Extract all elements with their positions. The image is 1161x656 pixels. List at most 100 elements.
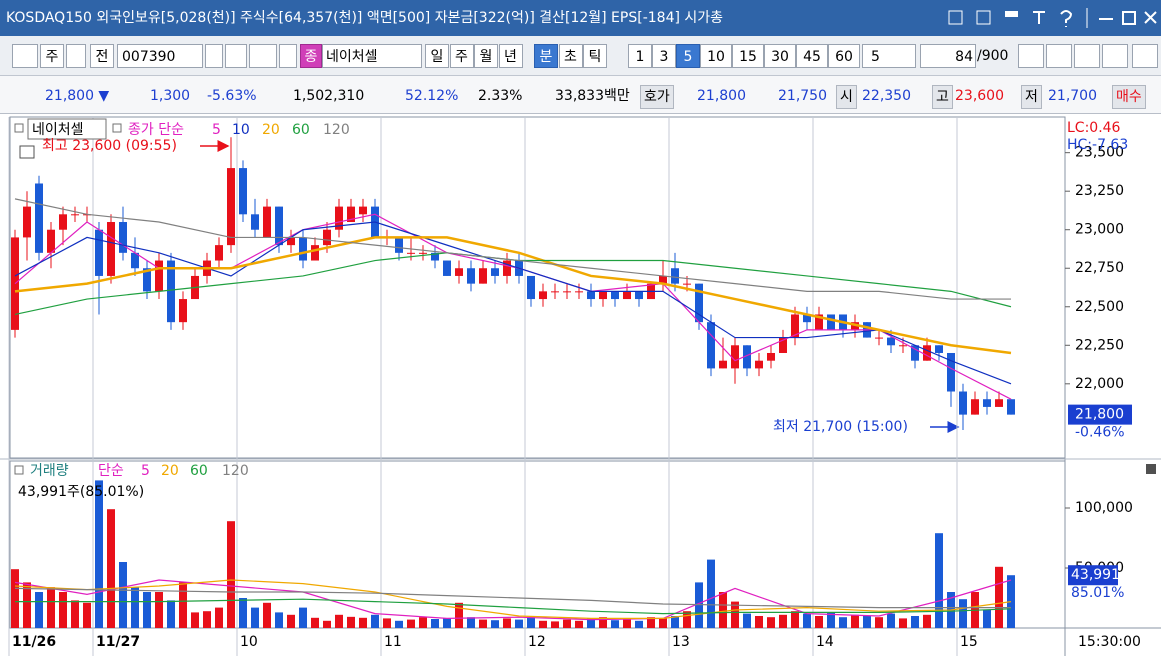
candle-body — [707, 322, 715, 369]
interval-button[interactable]: 1 — [628, 44, 652, 68]
legend-icon — [14, 123, 24, 133]
volume-bar — [239, 598, 247, 628]
volume-bar — [623, 619, 631, 628]
tool-icon[interactable] — [1102, 44, 1128, 68]
volume-bar — [491, 620, 499, 628]
period-button[interactable]: 틱 — [583, 44, 607, 68]
dropdown[interactable] — [205, 44, 223, 68]
candle-body — [971, 399, 979, 415]
volume-bar — [203, 611, 211, 628]
stock-name[interactable]: 네이처셀 — [322, 44, 422, 68]
period-button[interactable]: 일 — [425, 44, 449, 68]
candle-body — [503, 260, 511, 276]
tool-icon[interactable] — [1046, 44, 1072, 68]
candle-body — [947, 352, 955, 392]
icon[interactable] — [1033, 11, 1045, 24]
interval-button[interactable]: 60 — [828, 44, 860, 68]
y-tick-label: 23,250 — [1075, 183, 1124, 199]
icon[interactable] — [948, 10, 963, 25]
candle-body — [407, 252, 415, 254]
volume-bar — [179, 582, 187, 628]
moving-average — [14, 587, 1011, 609]
legend-entry: 5 — [141, 463, 150, 479]
volume-bar — [215, 607, 223, 628]
tool-icon[interactable] — [1074, 44, 1100, 68]
period-button[interactable]: 초 — [558, 44, 583, 68]
last-volume-box — [1068, 565, 1118, 586]
volume-bar — [35, 592, 43, 628]
interval-select[interactable]: 5 — [862, 44, 916, 68]
candle-body — [431, 252, 439, 261]
code-input[interactable]: 007390 — [117, 44, 203, 68]
volume-bar — [143, 592, 151, 628]
label-box: 저 — [1021, 85, 1042, 109]
volume-bar — [743, 613, 751, 628]
candle-body — [659, 275, 667, 284]
legend-name: 거래량 — [30, 463, 69, 479]
volume-bar — [407, 619, 415, 628]
candle-body — [719, 360, 727, 369]
volume-note: 43,991주(85.01%) — [18, 484, 144, 500]
candle-body — [959, 391, 967, 415]
volume-bar — [359, 617, 367, 628]
volume-bar — [899, 618, 907, 628]
count-input[interactable]: 84 — [920, 44, 976, 68]
volume-bar — [527, 617, 535, 628]
volume-bar — [575, 620, 583, 628]
view-button[interactable]: 주 — [40, 44, 64, 68]
volume-bar — [635, 620, 643, 628]
market-badge[interactable]: 종 — [300, 44, 322, 68]
maximize[interactable] — [1122, 11, 1136, 25]
interval-button[interactable]: 30 — [764, 44, 796, 68]
label-box[interactable]: 매수 — [1112, 85, 1146, 109]
icon[interactable] — [976, 10, 991, 25]
volume-bar — [683, 611, 691, 628]
dropdown[interactable] — [279, 44, 297, 68]
period-button[interactable]: 분 — [534, 44, 558, 68]
candle-body — [1007, 399, 1015, 415]
volume-bar — [851, 614, 859, 628]
dropdown[interactable] — [66, 44, 86, 68]
sound-button[interactable] — [249, 44, 277, 68]
interval-button[interactable]: 5 — [676, 44, 700, 68]
icon[interactable] — [1060, 10, 1073, 27]
legend-name-box — [27, 118, 107, 140]
legend-entry: 120 — [222, 463, 249, 479]
candle-body — [827, 314, 835, 330]
tool-icon[interactable] — [1018, 44, 1044, 68]
volume-bar — [875, 617, 883, 628]
candle-body — [47, 229, 55, 253]
volume-bar — [563, 619, 571, 628]
candle-body — [551, 291, 559, 293]
interval-button[interactable]: 45 — [796, 44, 828, 68]
legend-entry: 20 — [262, 122, 280, 138]
interval-button[interactable]: 3 — [652, 44, 676, 68]
count-max: /900 — [977, 48, 1009, 64]
tool-icon[interactable] — [1132, 44, 1158, 68]
volume-bar — [71, 600, 79, 628]
period-button[interactable]: 년 — [498, 44, 523, 68]
candle-body — [251, 214, 259, 230]
period-button[interactable]: 주 — [449, 44, 474, 68]
legend-icon — [112, 123, 122, 133]
interval-button[interactable]: 10 — [700, 44, 732, 68]
info-value: 21,700 — [1048, 88, 1097, 104]
period-button[interactable]: 월 — [474, 44, 498, 68]
volume-bar — [959, 599, 967, 628]
view-button[interactable]: 전 — [90, 44, 114, 68]
toolbar-icon[interactable] — [12, 44, 38, 68]
x-tick-label: 11/27 — [96, 634, 140, 650]
volume-bar — [767, 617, 775, 628]
search-button[interactable] — [225, 44, 247, 68]
candle-body — [455, 268, 463, 276]
volume-bar — [107, 509, 115, 628]
candle-body — [575, 291, 583, 293]
icon[interactable] — [1005, 11, 1018, 17]
legend-entry: 10 — [232, 122, 250, 138]
candle-body — [311, 245, 319, 261]
close[interactable] — [1144, 11, 1157, 24]
candle-body — [359, 206, 367, 215]
interval-button[interactable]: 15 — [732, 44, 764, 68]
volume-bar — [815, 616, 823, 628]
